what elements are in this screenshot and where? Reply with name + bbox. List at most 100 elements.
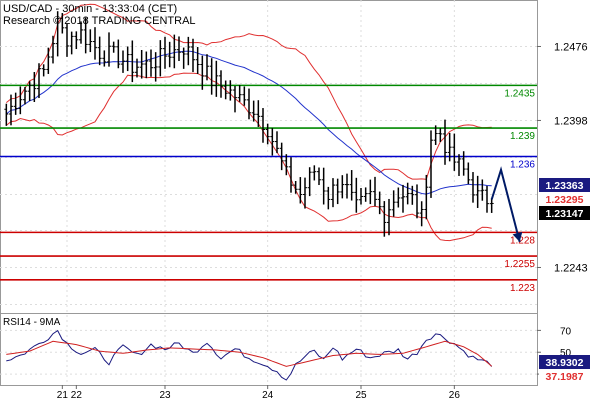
price-bar	[79, 21, 83, 44]
price-bar	[237, 85, 242, 102]
price-bar	[307, 167, 312, 197]
price-bar	[107, 32, 111, 67]
price-bar	[74, 31, 79, 50]
price-bar	[13, 92, 18, 115]
level-label-3: 1.228	[510, 235, 535, 246]
tag-bollinger: 1.23295	[546, 194, 584, 206]
rsi-series-line-0	[6, 329, 493, 381]
price-bar	[359, 187, 363, 205]
rsi-tick-label-1: 50	[560, 348, 572, 359]
price-bar	[125, 46, 130, 72]
price-bar	[429, 130, 433, 198]
price-bar	[51, 35, 55, 64]
price-bar	[433, 125, 438, 145]
price-bar	[130, 40, 135, 83]
bollinger-upper-line	[5, 3, 492, 180]
price-bar	[172, 34, 177, 69]
price-tick-label-1: 1.2398	[554, 115, 588, 127]
forecast-arrow	[490, 166, 523, 243]
price-bar	[205, 54, 209, 81]
price-bar	[471, 172, 475, 203]
price-bar	[219, 70, 223, 98]
price-bar	[97, 36, 102, 66]
price-bar	[37, 63, 41, 99]
price-bar	[200, 55, 205, 90]
price-bar	[298, 177, 303, 204]
price-tick-label-2: 1.2243	[554, 262, 588, 274]
date-tick-label-1: 22	[71, 390, 83, 400]
price-bar	[32, 71, 37, 103]
price-bar	[163, 36, 167, 69]
price-bar	[424, 174, 429, 220]
price-bar	[191, 38, 195, 73]
price-bar	[405, 182, 410, 205]
price-bar	[265, 123, 270, 145]
price-bar	[23, 86, 27, 105]
price-bar	[55, 11, 60, 57]
level-label-5: 1.223	[510, 283, 535, 294]
support-resistance-lines: 1.2435 1.239 1.236 1.228 1.2255 1.223	[0, 84, 537, 294]
level-label-0: 1.2435	[504, 88, 535, 99]
price-bar	[41, 64, 46, 77]
price-bar	[223, 80, 228, 100]
price-tick-label-0: 1.2476	[554, 41, 588, 53]
price-bar	[18, 86, 23, 115]
value-tags: 1.23363 1.23295 1.23147 38.9302 37.1987	[539, 178, 590, 383]
price-bar	[396, 187, 401, 208]
tag-bollinger-box	[539, 192, 590, 206]
tag-rsi-box	[539, 355, 590, 369]
rsi-series-line-1	[6, 340, 493, 367]
price-bar	[391, 190, 396, 217]
price-bar	[401, 184, 405, 213]
price-bar	[489, 197, 494, 213]
price-bar	[373, 176, 377, 207]
price-bar	[111, 41, 116, 53]
price-bar	[270, 128, 275, 156]
price-bar	[387, 198, 391, 236]
price-bar	[135, 58, 139, 78]
price-bar	[363, 187, 368, 202]
price-bar	[158, 40, 163, 77]
price-bar	[279, 142, 284, 171]
price-bar	[261, 108, 265, 143]
price-bar	[65, 24, 69, 57]
price-bar	[69, 31, 74, 55]
tag-last-price: 1.23147	[546, 208, 584, 220]
price-bar	[228, 80, 233, 101]
price-bar	[447, 132, 452, 162]
tag-moving-average-box	[539, 178, 590, 192]
date-tick-label-5: 26	[449, 390, 461, 400]
grid-lines	[0, 0, 537, 385]
date-tick-label-3: 24	[262, 390, 274, 400]
price-bar	[312, 165, 317, 181]
price-bar	[284, 154, 289, 176]
price-bar	[452, 133, 457, 171]
price-bar	[303, 177, 307, 209]
price-bar	[242, 86, 247, 106]
moving-average-line	[5, 50, 492, 195]
price-bar	[382, 201, 387, 237]
price-bar	[214, 60, 219, 97]
price-bar	[415, 184, 419, 219]
price-bar	[186, 36, 191, 66]
price-bar	[480, 179, 485, 201]
price-bar	[247, 88, 251, 120]
date-tick-label-2: 23	[159, 390, 171, 400]
price-bar	[181, 47, 186, 69]
price-bar	[9, 94, 13, 126]
tag-moving-average: 1.23363	[546, 180, 584, 192]
price-bar	[60, 13, 65, 34]
tag-rsi-ma: 37.1987	[546, 371, 584, 383]
forecast-arrow-head	[512, 231, 523, 242]
price-bar	[289, 157, 293, 193]
price-bar	[466, 162, 471, 185]
price-bar	[93, 27, 97, 60]
price-bar	[233, 86, 237, 113]
date-tick-label-0: 21	[57, 390, 69, 400]
tag-rsi: 38.9302	[546, 357, 584, 369]
price-bar	[331, 178, 335, 208]
price-bar	[46, 47, 51, 74]
price-bar	[4, 103, 9, 126]
rsi-lines	[6, 329, 493, 381]
